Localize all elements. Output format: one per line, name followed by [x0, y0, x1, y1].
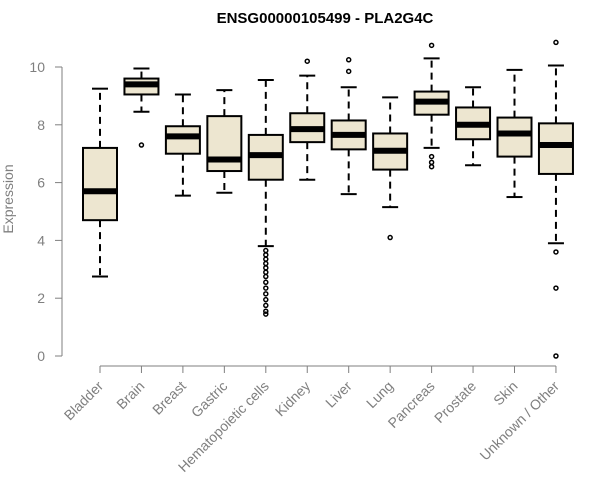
- chart-title: ENSG00000105499 - PLA2G4C: [217, 10, 434, 27]
- x-tick-label: Brain: [113, 378, 147, 412]
- iqr-box: [82, 146, 118, 222]
- outlier-point: [304, 58, 310, 64]
- box-lung: [372, 96, 409, 241]
- x-tick-label: Bladder: [61, 378, 107, 424]
- x-tick-label: Skin: [490, 378, 521, 409]
- outlier-point: [345, 68, 352, 75]
- outlier-point: [263, 311, 269, 317]
- box-series: [82, 39, 574, 359]
- outlier-point: [263, 247, 269, 254]
- iqr-box: [537, 122, 574, 175]
- x-tick-label: Kidney: [272, 378, 314, 420]
- outlier-point: [263, 279, 269, 286]
- outlier-point: [553, 249, 559, 255]
- outlier-point: [263, 260, 269, 267]
- outlier-point: [263, 308, 269, 314]
- outlier-point: [387, 234, 393, 241]
- outlier-point: [263, 291, 269, 297]
- outlier-point: [263, 302, 269, 309]
- outlier-point: [138, 142, 145, 148]
- y-axis: 0 2 4 6 8 10: [29, 59, 63, 364]
- box-liver: [330, 57, 367, 196]
- iqr-box: [164, 125, 201, 155]
- x-tick-label: Lung: [363, 378, 396, 411]
- box-brain: [123, 67, 160, 148]
- outlier-point: [263, 252, 269, 258]
- outlier-point: [428, 163, 435, 170]
- y-tick-label: 4: [37, 232, 45, 248]
- outlier-point: [428, 42, 435, 49]
- outlier-point: [428, 159, 435, 166]
- box-gastric: [206, 89, 243, 194]
- box-prostate: [455, 86, 492, 167]
- x-tick-label: Breast: [149, 378, 189, 418]
- x-tick-label: Unknown / Other: [476, 378, 562, 464]
- iqr-box: [206, 115, 243, 173]
- outlier-point: [345, 57, 352, 63]
- x-tick-label: Liver: [322, 378, 355, 411]
- outlier-point: [263, 296, 269, 303]
- outlier-point: [263, 269, 269, 275]
- y-tick-label: 10: [29, 59, 45, 75]
- box-kidney: [289, 58, 326, 181]
- outlier-point: [263, 256, 269, 262]
- outlier-point: [263, 285, 269, 291]
- outlier-point: [553, 285, 559, 291]
- box-breast: [164, 93, 201, 197]
- outlier-point: [263, 273, 269, 280]
- y-axis-label: Expression: [0, 164, 16, 233]
- box-skin: [496, 68, 533, 199]
- outlier-point: [553, 39, 559, 46]
- y-tick-label: 2: [37, 290, 45, 306]
- outlier-point: [428, 153, 435, 160]
- outlier-point: [263, 265, 269, 271]
- y-tick-label: 8: [37, 117, 45, 133]
- iqr-box: [496, 116, 533, 158]
- x-tick-label: Prostate: [431, 378, 479, 426]
- y-tick-label: 6: [37, 175, 45, 191]
- box-pancreas: [413, 42, 450, 170]
- y-tick-label: 0: [37, 348, 45, 364]
- box-hematopoietic-cells: [247, 79, 284, 317]
- box-bladder: [82, 87, 118, 278]
- outlier-point: [553, 353, 559, 359]
- box-unknown-other: [537, 39, 574, 359]
